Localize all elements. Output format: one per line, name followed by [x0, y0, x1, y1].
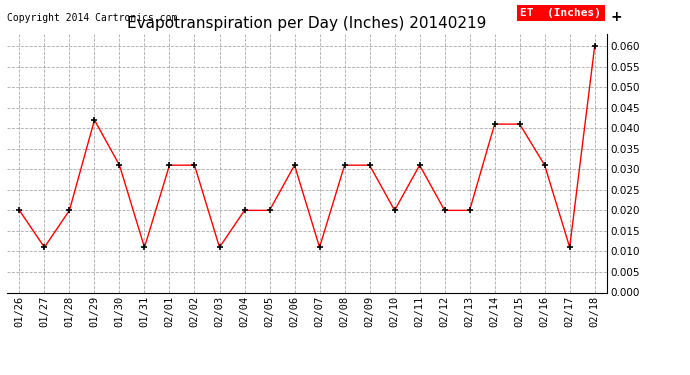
- Text: ET  (Inches): ET (Inches): [520, 8, 601, 18]
- Title: Evapotranspiration per Day (Inches) 20140219: Evapotranspiration per Day (Inches) 2014…: [128, 16, 486, 31]
- Text: Copyright 2014 Cartronics.com: Copyright 2014 Cartronics.com: [7, 13, 177, 23]
- Text: +: +: [610, 10, 622, 24]
